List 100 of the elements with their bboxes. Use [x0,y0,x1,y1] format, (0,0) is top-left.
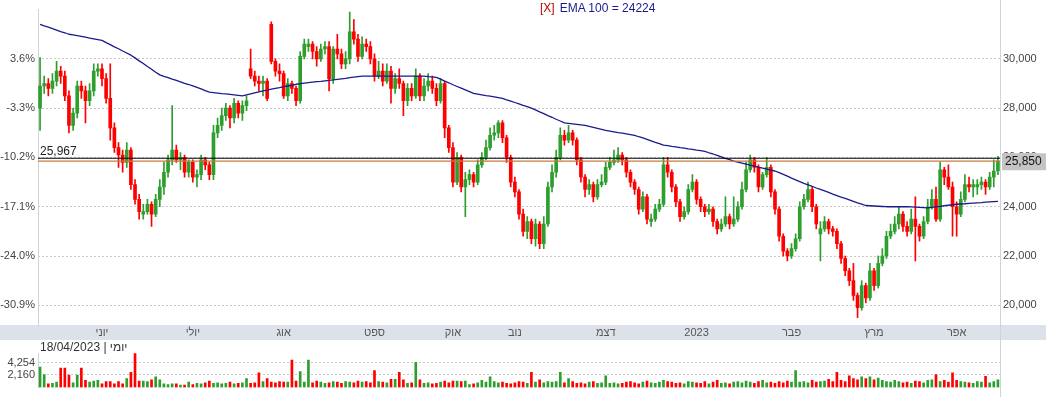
candlestick [975,179,980,195]
bar [525,382,529,388]
bar [876,377,880,388]
bar [150,379,153,388]
bar [307,359,310,388]
bar [951,372,954,388]
bar [719,382,723,388]
bar [319,381,323,388]
bar [141,380,145,388]
bar [942,380,946,388]
bar [92,380,96,388]
bar [715,380,719,388]
bar [591,381,595,388]
bar [121,383,124,388]
bar [274,382,277,388]
bar [170,383,174,388]
bar [765,382,769,388]
bar [980,381,983,388]
bar [781,382,785,388]
bar [596,382,599,388]
bar [245,378,248,388]
bar [298,371,302,388]
bar [146,381,149,388]
bar [125,378,129,388]
x-tick-label: אוג [276,325,291,338]
x-tick-label: אוק [444,325,462,338]
bar [786,380,789,388]
bar [381,381,385,388]
bar [567,378,570,388]
bar [827,378,830,388]
x-tick-label: פבר [781,325,802,338]
bar [856,379,859,388]
bar [340,382,343,388]
bar [691,381,694,388]
bar [558,371,562,388]
annotation: יומי | 18/04/2023 [40,340,128,354]
bar [113,383,116,388]
bar [55,381,58,388]
bar [430,383,434,388]
bar [476,382,480,388]
bar [459,381,463,388]
bar [220,383,224,388]
bar [46,383,50,388]
bar [653,382,657,388]
bar [344,381,347,388]
x-tick-label: אפר [946,325,967,338]
candlestick [731,196,736,227]
bar [633,382,636,388]
bar [823,380,826,388]
bar [988,382,992,388]
y-tick-label: 2,160 [7,367,35,380]
bar [414,362,418,388]
bar [208,380,211,388]
candlestick [967,176,971,193]
bar [959,381,963,388]
bar [686,381,690,388]
bar [509,383,513,388]
x-tick-label: ספט [363,325,385,338]
bar [625,381,628,388]
y2-tick-label: -10.2% [0,150,36,163]
bar [984,375,987,388]
bar [620,382,624,388]
bar [108,381,112,388]
bar [464,380,467,388]
bar [748,381,752,388]
bar [860,376,864,388]
bar [814,381,818,388]
y2-tick-label: -17.1% [0,199,36,212]
legend-title: [X] [540,1,555,15]
bar [703,381,707,388]
x-tick-label: מרץ [864,325,884,338]
bar [658,381,661,388]
y-tick-label: 28,000 [1003,101,1037,114]
bar [881,380,884,388]
candlestick [463,171,468,217]
bar [922,382,925,388]
bar [505,382,508,388]
y2-tick-label: -24.0% [0,248,36,261]
bar [918,381,921,388]
ref-line-label: 25,967 [40,143,78,158]
bar [51,382,54,388]
bar [753,382,756,388]
bar [724,382,727,388]
bar [575,382,579,388]
bar [203,382,207,388]
bar [909,382,913,388]
bar [278,381,281,388]
bar [253,382,257,388]
bar [249,382,252,388]
y-tick-label: 4,254 [7,355,35,368]
bar [761,380,764,388]
bar [286,381,290,388]
bar [212,382,215,388]
y2-tick-label: -3.3% [6,101,36,114]
bar [864,378,868,388]
bar [311,382,314,388]
bar [282,381,285,388]
bar [406,382,409,388]
ref-line-label: 25,850 [1005,154,1043,169]
bar [736,381,740,388]
